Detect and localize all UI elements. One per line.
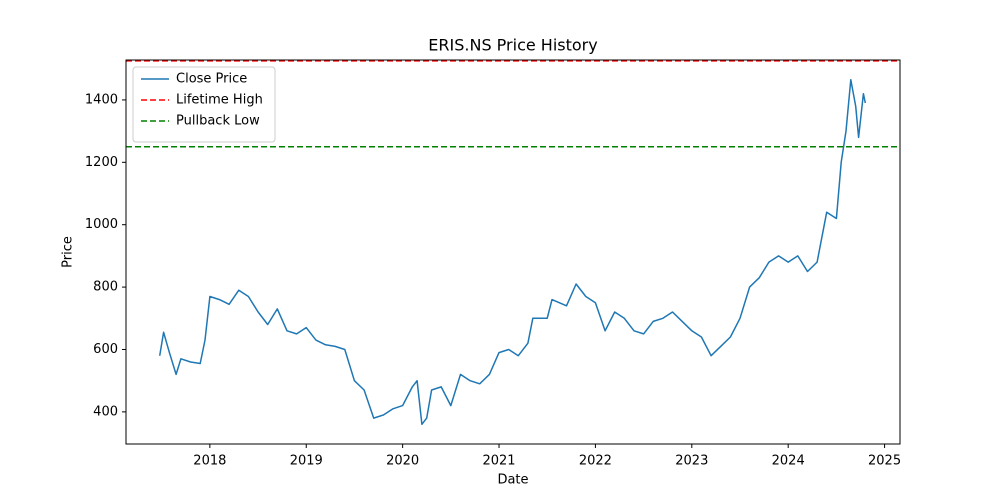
legend-label: Lifetime High — [176, 93, 263, 108]
chart-title: ERIS.NS Price History — [428, 36, 597, 55]
x-tick-label: 2025 — [868, 454, 901, 469]
price-line — [158, 78, 867, 426]
plot-frame — [125, 59, 901, 445]
y-tick-label: 800 — [93, 280, 118, 295]
x-tick-label: 2018 — [193, 454, 226, 469]
x-tick-label: 2019 — [290, 454, 323, 469]
x-tick-label: 2020 — [386, 454, 419, 469]
y-tick-label: 600 — [93, 342, 118, 357]
legend-label: Pullback Low — [176, 114, 260, 129]
y-tick-label: 1000 — [85, 217, 118, 232]
x-tick-label: 2021 — [482, 454, 515, 469]
y-tick-label: 400 — [93, 404, 118, 419]
x-tick-label: 2022 — [579, 454, 612, 469]
y-tick-label: 1200 — [85, 155, 118, 170]
y-tick-label: 1400 — [85, 92, 118, 107]
x-tick-label: 2023 — [675, 454, 708, 469]
x-tick-label: 2024 — [772, 454, 805, 469]
legend-label: Close Price — [176, 72, 247, 87]
legend-box — [132, 66, 276, 143]
y-axis-label: Price — [61, 236, 76, 268]
x-axis-label: Date — [497, 473, 528, 488]
